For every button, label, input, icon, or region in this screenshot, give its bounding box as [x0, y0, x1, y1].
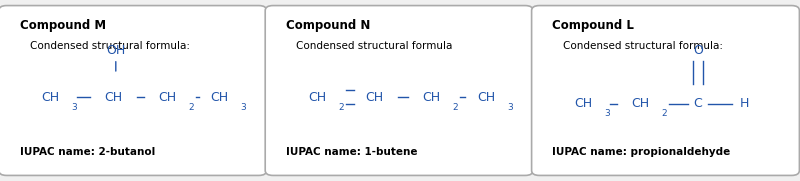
Text: CH: CH — [42, 91, 60, 104]
FancyBboxPatch shape — [0, 6, 266, 175]
Text: 3: 3 — [241, 103, 246, 112]
Text: IUPAC name: 2-butanol: IUPAC name: 2-butanol — [19, 147, 155, 157]
Text: CH: CH — [422, 91, 441, 104]
Text: Condensed structural formula:: Condensed structural formula: — [30, 41, 190, 50]
Text: CH: CH — [574, 97, 593, 110]
Text: CH: CH — [366, 91, 383, 104]
Text: CH: CH — [158, 91, 177, 104]
Text: IUPAC name: 1-butene: IUPAC name: 1-butene — [286, 147, 418, 157]
Text: 2: 2 — [338, 103, 344, 112]
Text: CH: CH — [104, 91, 122, 104]
Text: Condensed structural formula:: Condensed structural formula: — [563, 41, 723, 50]
Text: Condensed structural formula: Condensed structural formula — [297, 41, 453, 50]
Text: 2: 2 — [189, 103, 194, 112]
Text: 3: 3 — [72, 103, 78, 112]
Text: H: H — [740, 97, 750, 110]
Text: Compound L: Compound L — [553, 19, 634, 32]
Text: CH: CH — [632, 97, 650, 110]
Text: 3: 3 — [605, 109, 610, 118]
FancyBboxPatch shape — [266, 6, 533, 175]
Text: 2: 2 — [662, 109, 667, 118]
Text: CH: CH — [308, 91, 326, 104]
Text: CH: CH — [210, 91, 229, 104]
Text: 3: 3 — [507, 103, 513, 112]
Text: CH: CH — [477, 91, 495, 104]
Text: 2: 2 — [453, 103, 458, 112]
Text: O: O — [693, 44, 703, 57]
Text: OH: OH — [106, 44, 126, 57]
Text: C: C — [694, 97, 702, 110]
FancyBboxPatch shape — [532, 6, 799, 175]
Text: Compound M: Compound M — [19, 19, 106, 32]
Text: IUPAC name: propionaldehyde: IUPAC name: propionaldehyde — [553, 147, 730, 157]
Text: Compound N: Compound N — [286, 19, 370, 32]
